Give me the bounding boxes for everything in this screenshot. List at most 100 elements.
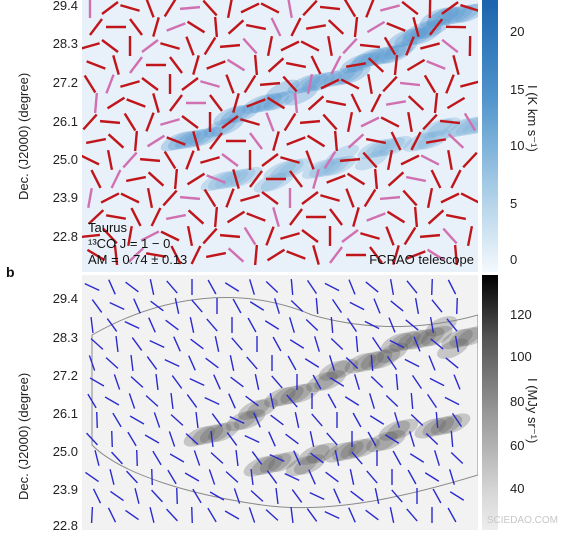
gradient-vector (320, 7, 340, 9)
gradient-vector (245, 228, 256, 245)
magnetic-vector (350, 302, 364, 309)
magnetic-vector (375, 488, 378, 504)
magnetic-vector (351, 491, 364, 501)
gradient-vector (415, 207, 417, 227)
magnetic-vector (95, 450, 99, 466)
magnetic-vector (208, 280, 216, 294)
magnetic-vector (312, 414, 322, 426)
magnetic-vector (113, 413, 121, 427)
gradient-vector (108, 150, 112, 170)
gradient-vector (228, 0, 232, 18)
magnetic-vector (105, 397, 119, 405)
gradient-vector (327, 175, 346, 182)
magnetic-vector (190, 379, 205, 386)
magnetic-vector (251, 491, 263, 502)
gradient-vector (387, 23, 406, 30)
magnetic-vector (165, 360, 180, 367)
magnetic-vector (448, 508, 456, 522)
magnetic-vector (112, 431, 113, 447)
gradient-vector (306, 25, 326, 28)
gradient-vector (140, 159, 160, 161)
gradient-vector (355, 17, 357, 37)
gradient-vector (442, 40, 458, 52)
gradient-vector (87, 61, 106, 68)
gradient-vector (163, 191, 176, 206)
magnetic-vector (107, 319, 116, 332)
gradient-vector (367, 213, 386, 220)
cb-b-label: I (MJy sr⁻¹) (524, 378, 540, 443)
gradient-vector (228, 60, 245, 71)
magnetic-vector (333, 299, 342, 312)
gradient-vector (468, 226, 472, 246)
magnetic-vector (147, 357, 156, 370)
b-ylabel: Dec. (J2000) (degree) (16, 373, 31, 500)
magnetic-vector (226, 472, 238, 483)
magnetic-vector (276, 488, 278, 504)
magnetic-vector (325, 283, 339, 290)
magnetic-vector (413, 375, 422, 388)
cb-a-tick: 20 (510, 24, 524, 39)
magnetic-vector (428, 394, 437, 407)
magnetic-vector (193, 489, 201, 503)
magnetic-vector (396, 374, 397, 390)
gradient-vector (302, 192, 318, 204)
magnetic-vector (167, 509, 178, 521)
gradient-vector (180, 7, 200, 9)
gradient-vector (192, 246, 201, 264)
gradient-vector (353, 207, 359, 226)
gradient-vector (193, 55, 199, 74)
magnetic-vector (307, 509, 316, 522)
magnetic-vector (145, 435, 159, 443)
gradient-vector (408, 112, 411, 132)
gradient-vector (348, 174, 365, 185)
magnetic-vector (266, 281, 278, 292)
gradient-vector (420, 235, 440, 237)
gradient-vector (432, 170, 441, 188)
magnetic-vector (166, 320, 179, 330)
gradient-vector (100, 121, 120, 123)
gradient-vector (170, 57, 182, 73)
gradient-vector (126, 177, 146, 181)
colorbar-b (482, 275, 498, 530)
gradient-vector (272, 18, 281, 36)
gradient-vector (371, 94, 380, 112)
gradient-vector (429, 210, 444, 223)
magnetic-vector (231, 377, 244, 387)
gradient-vector (453, 55, 458, 74)
gradient-vector (286, 63, 306, 67)
gradient-vector (330, 247, 342, 263)
magnetic-vector (310, 431, 313, 447)
gradient-vector (361, 118, 379, 127)
cb-b-tick: 120 (510, 307, 532, 322)
gradient-vector (102, 2, 118, 14)
magnetic-vector (134, 299, 141, 314)
gradient-vector (106, 75, 113, 94)
magnetic-vector (315, 336, 320, 351)
magnetic-vector (407, 509, 417, 521)
magnetic-vector (356, 336, 357, 352)
magnetic-vector (328, 394, 336, 408)
gradient-vector (443, 229, 456, 244)
magnetic-vector (355, 374, 360, 389)
gradient-vector (366, 0, 373, 17)
magnetic-vector (331, 338, 343, 349)
magnetic-vector (305, 359, 319, 367)
magnetic-vector (128, 432, 136, 446)
gradient-vector (203, 229, 216, 244)
gradient-vector (308, 136, 325, 147)
gradient-vector (120, 5, 139, 11)
gradient-vector (401, 156, 419, 165)
magnetic-vector (109, 280, 116, 295)
magnetic-vector (416, 298, 419, 314)
region-label: Taurus (88, 220, 187, 236)
gradient-vector (302, 230, 318, 242)
cb-a-tick: 15 (510, 82, 524, 97)
gradient-vector (220, 45, 240, 47)
magnetic-vector (110, 491, 123, 500)
panel-b-map-svg (82, 275, 478, 530)
dust-intensity-map (82, 275, 478, 530)
magnetic-vector (290, 340, 304, 348)
magnetic-vector (345, 397, 359, 405)
gradient-vector (175, 169, 177, 189)
gradient-vector (309, 96, 324, 109)
